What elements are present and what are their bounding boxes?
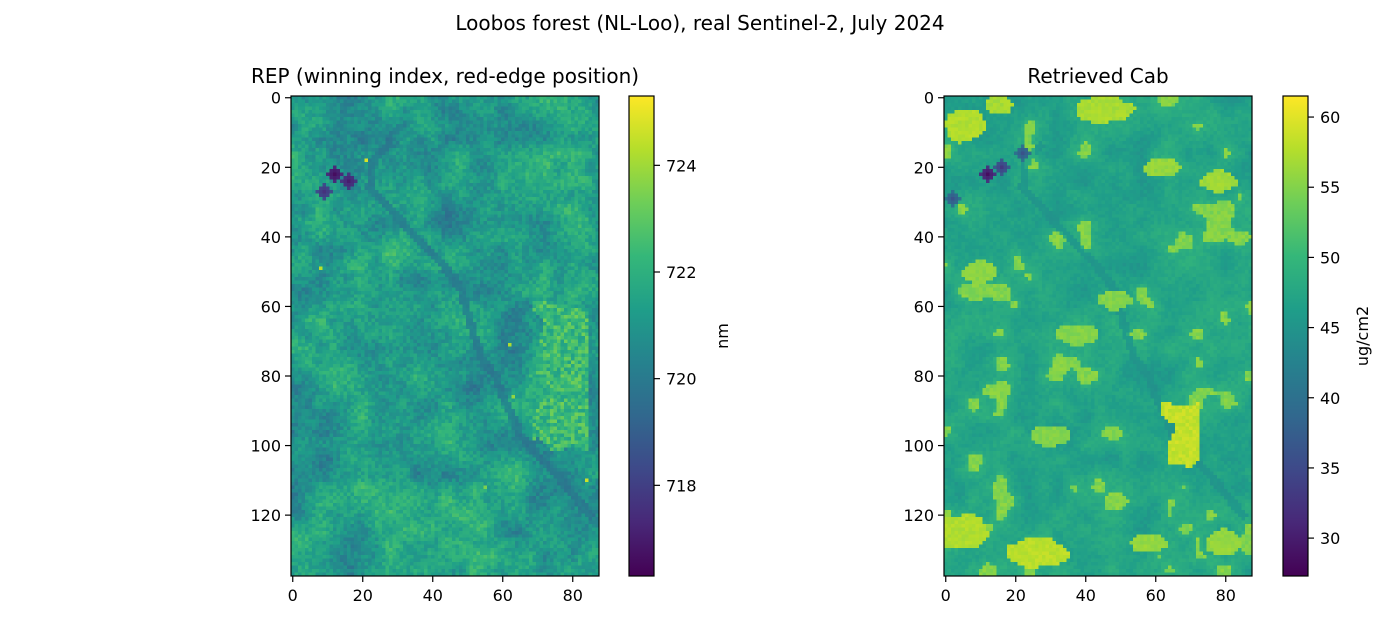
rep-y-axis: 0 20 40 60 80 100 120 (250, 89, 291, 525)
x-tick-label: 60 (493, 586, 513, 605)
x-tick-label: 40 (1076, 586, 1096, 605)
rep-colorbar: 718 720 722 724 nm (628, 95, 732, 577)
rep-heatmap (290, 95, 600, 577)
x-tick-label: 40 (423, 586, 443, 605)
rep-plot-frame (290, 95, 600, 577)
colorbar-tick-label: 720 (666, 370, 697, 389)
cab-title: Retrieved Cab (1027, 64, 1168, 88)
cab-colorbar-ticks: 30 35 40 45 50 55 60 (1308, 108, 1340, 548)
x-tick-label: 60 (1146, 586, 1166, 605)
cab-panel: Retrieved Cab 0 20 40 60 80 020406080100120 … (903, 64, 1372, 605)
x-tick-label: 0 (288, 586, 298, 605)
rep-x-axis: 0 20 40 60 80 (288, 576, 583, 605)
rep-heatmap-image (291, 96, 599, 576)
x-tick-label: 0 (941, 586, 951, 605)
colorbar-tick-label: 724 (666, 156, 697, 175)
cab-y-axis: 0 20 40 60 80 100 120 (903, 89, 944, 525)
y-tick-label: 120 (903, 506, 934, 525)
cab-colorbar-bar (1282, 95, 1309, 577)
cab-plot-frame (943, 95, 1253, 577)
x-tick-label: 20 (353, 586, 373, 605)
colorbar-tick-label: 55 (1320, 178, 1340, 197)
y-tick-label: 120 (250, 506, 281, 525)
colorbar-tick-label: 50 (1320, 248, 1340, 267)
cab-heatmap-image (944, 96, 1252, 576)
y-tick-label: 80 (914, 367, 934, 386)
colorbar-tick-label: 718 (666, 476, 697, 495)
x-tick-label: 20 (1006, 586, 1026, 605)
colorbar-tick-label: 30 (1320, 529, 1340, 548)
y-tick-label: 60 (914, 297, 934, 316)
cab-colorbar: 30 35 40 45 50 55 60 ug/cm2 (1282, 95, 1372, 577)
figure-suptitle: Loobos forest (NL-Loo), real Sentinel-2,… (455, 11, 944, 35)
colorbar-tick-label: 722 (666, 263, 697, 282)
y-tick-label: 80 (261, 367, 281, 386)
rep-colorbar-label: nm (713, 323, 732, 349)
y-tick-label: 40 (914, 228, 934, 247)
colorbar-tick-label: 40 (1320, 389, 1340, 408)
y-tick-label: 0 (271, 89, 281, 108)
y-tick-label: 100 (903, 437, 934, 456)
y-tick-label: 0 (924, 89, 934, 108)
colorbar-tick-label: 35 (1320, 459, 1340, 478)
y-tick-label: 20 (914, 158, 934, 177)
colorbar-tick-label: 45 (1320, 319, 1340, 338)
y-tick-label: 40 (261, 228, 281, 247)
cab-heatmap (943, 95, 1253, 577)
rep-panel: REP (winning index, red-edge position) 0… (250, 64, 732, 605)
colorbar-tick-label: 60 (1320, 108, 1340, 127)
x-tick-label: 80 (1216, 586, 1236, 605)
rep-title: REP (winning index, red-edge position) (251, 64, 639, 88)
x-tick-label: 80 (563, 586, 583, 605)
y-tick-label: 100 (250, 437, 281, 456)
rep-colorbar-ticks: 718 720 722 724 (654, 156, 697, 495)
y-tick-label: 60 (261, 297, 281, 316)
y-tick-label: 20 (261, 158, 281, 177)
cab-x-axis: 0 20 40 60 80 (941, 576, 1236, 605)
cab-colorbar-label: ug/cm2 (1353, 306, 1372, 366)
rep-colorbar-bar (628, 95, 655, 577)
